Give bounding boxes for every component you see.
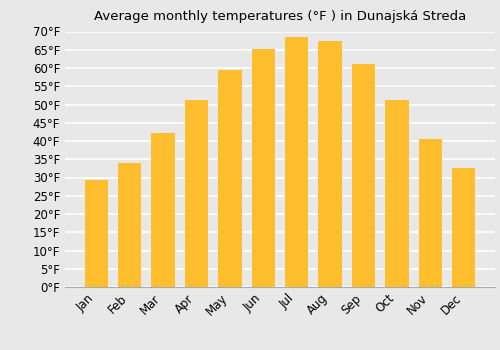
- Bar: [352, 64, 375, 287]
- Bar: [84, 180, 108, 287]
- Title: Average monthly temperatures (°F ) in Dunajská Streda: Average monthly temperatures (°F ) in Du…: [94, 10, 466, 23]
- Bar: [452, 168, 475, 287]
- Bar: [185, 100, 208, 287]
- Bar: [285, 37, 308, 287]
- Bar: [418, 139, 442, 287]
- Bar: [218, 70, 242, 287]
- Bar: [318, 41, 342, 287]
- Bar: [252, 49, 275, 287]
- Bar: [118, 163, 142, 287]
- Bar: [385, 100, 408, 287]
- Bar: [152, 133, 175, 287]
